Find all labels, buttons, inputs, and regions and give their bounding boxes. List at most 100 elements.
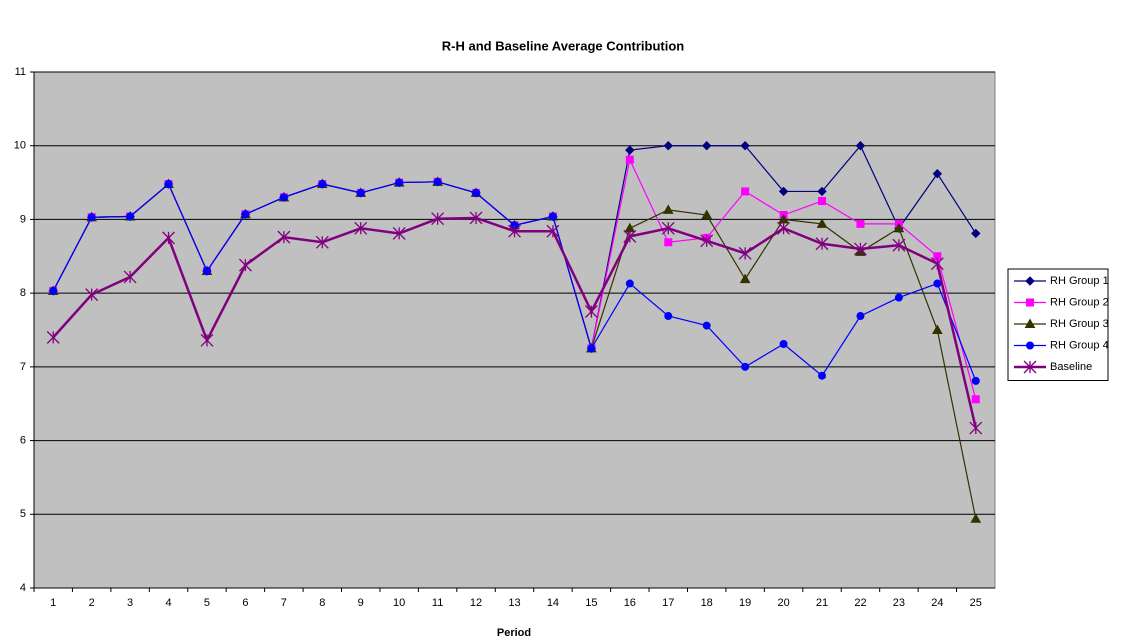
x-tick-label: 24: [931, 597, 943, 609]
data-point: [279, 193, 288, 202]
data-point: [623, 229, 637, 243]
data-point: [893, 222, 905, 233]
data-point: [546, 224, 560, 238]
data-point: [625, 155, 634, 164]
x-tick-label: 23: [893, 597, 905, 609]
legend-label: RH Group 1: [1050, 275, 1109, 287]
data-point: [932, 169, 943, 179]
y-tick-label: 10: [14, 140, 26, 152]
y-tick-label: 9: [20, 213, 26, 225]
x-tick-label: 18: [701, 597, 713, 609]
data-point: [587, 344, 596, 353]
data-point: [87, 213, 96, 222]
data-point: [817, 186, 827, 197]
legend-label: Baseline: [1050, 361, 1092, 373]
x-tick-label: 7: [281, 597, 287, 609]
x-tick-label: 16: [624, 597, 636, 609]
data-point: [46, 330, 60, 344]
data-point: [779, 340, 788, 349]
data-point: [702, 321, 711, 330]
data-point: [856, 311, 865, 320]
x-tick-label: 22: [854, 597, 866, 609]
data-point: [701, 209, 713, 220]
data-point: [894, 293, 903, 302]
x-tick-label: 15: [585, 597, 597, 609]
data-point: [701, 141, 712, 151]
x-tick-label: 4: [165, 597, 171, 609]
data-point: [664, 311, 673, 320]
data-point: [892, 238, 906, 252]
data-point: [356, 188, 365, 197]
x-tick-label: 2: [89, 597, 95, 609]
data-point: [625, 145, 635, 155]
data-point: [469, 211, 483, 225]
data-point: [431, 212, 445, 226]
data-point: [354, 221, 368, 235]
y-tick-label: 7: [20, 361, 26, 373]
data-point: [162, 231, 175, 245]
data-point: [472, 188, 481, 197]
data-point: [739, 273, 751, 284]
x-tick-label: 14: [547, 597, 559, 609]
x-tick-label: 13: [508, 597, 520, 609]
legend-marker: [1025, 276, 1035, 286]
y-tick-label: 6: [20, 434, 26, 446]
data-point: [741, 187, 750, 196]
data-point: [508, 224, 521, 238]
plot-area: [33, 71, 996, 589]
data-point: [202, 267, 211, 276]
x-tick-label: 12: [470, 597, 482, 609]
data-point: [395, 178, 404, 187]
legend-label: RH Group 4: [1050, 339, 1109, 351]
x-tick-label: 21: [816, 597, 828, 609]
data-point: [664, 238, 673, 247]
data-point: [277, 230, 291, 244]
data-point: [433, 177, 442, 186]
legend-marker: [1023, 360, 1037, 374]
y-tick-label: 4: [20, 582, 26, 594]
data-point: [123, 270, 137, 284]
data-point: [548, 212, 557, 221]
x-tick-label: 11: [432, 597, 443, 609]
data-point: [971, 395, 980, 404]
data-point: [818, 371, 827, 380]
data-point: [740, 141, 750, 151]
data-point: [933, 279, 942, 288]
y-tick-label: 11: [15, 66, 26, 78]
data-point: [856, 219, 865, 228]
data-point: [164, 180, 173, 189]
x-tick-label: 19: [739, 597, 751, 609]
x-tick-label: 20: [777, 597, 789, 609]
chart-title: R-H and Baseline Average Contribution: [442, 38, 685, 53]
x-tick-label: 5: [204, 597, 210, 609]
x-tick-label: 1: [50, 597, 56, 609]
x-tick-label: 10: [393, 597, 405, 609]
y-tick-label: 8: [20, 287, 26, 299]
data-point: [85, 288, 99, 302]
data-point: [318, 180, 327, 189]
data-point: [778, 186, 789, 197]
x-tick-label: 8: [319, 597, 325, 609]
legend-marker: [1026, 298, 1034, 307]
x-tick-label: 17: [662, 597, 674, 609]
x-tick-label: 6: [242, 597, 248, 609]
x-tick-label: 3: [127, 597, 133, 609]
data-point: [738, 246, 752, 260]
data-point: [815, 237, 829, 251]
data-point: [584, 305, 598, 319]
data-point: [238, 258, 252, 272]
data-point: [661, 221, 675, 235]
legend-label: RH Group 3: [1050, 318, 1109, 330]
data-point: [816, 218, 828, 228]
data-point: [970, 513, 982, 523]
data-point: [200, 333, 214, 347]
data-point: [855, 141, 866, 151]
y-tick-label: 5: [20, 508, 26, 520]
data-point: [663, 141, 673, 151]
x-axis-title: Period: [497, 627, 531, 639]
data-point: [931, 324, 943, 334]
legend-label: RH Group 2: [1050, 296, 1109, 308]
x-tick-label: 9: [358, 597, 364, 609]
